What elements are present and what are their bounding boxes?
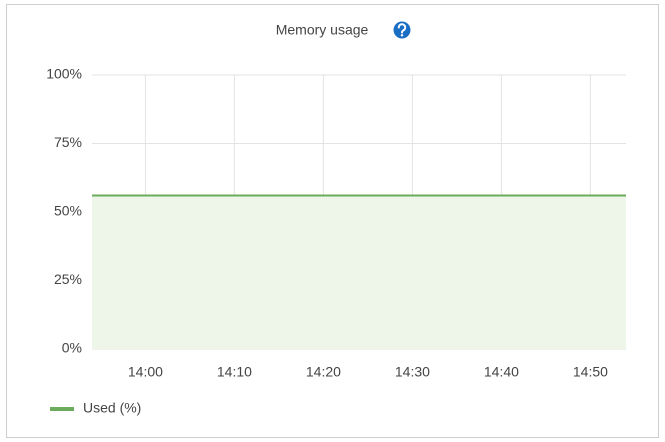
y-tick-label: 75% [54,134,82,150]
chart-title: Memory usage [276,22,369,38]
y-tick-label: 50% [54,203,82,219]
y-tick-label: 0% [62,340,82,356]
x-tick-label: 14:00 [128,364,163,380]
y-tick-label: 100% [46,66,82,82]
x-tick-label: 14:10 [217,364,252,380]
help-icon-circle[interactable] [393,21,411,39]
help-icon[interactable] [393,21,411,39]
help-icon-dot[interactable] [400,34,404,37]
x-tick-label: 14:30 [395,364,430,380]
area-fill [92,195,626,349]
legend-label: Used (%) [83,400,141,416]
help-icon-glyph[interactable] [397,23,407,34]
x-tick-label: 14:50 [573,364,608,380]
x-tick-label: 14:20 [306,364,341,380]
y-tick-label: 25% [54,271,82,287]
x-tick-label: 14:40 [484,364,519,380]
